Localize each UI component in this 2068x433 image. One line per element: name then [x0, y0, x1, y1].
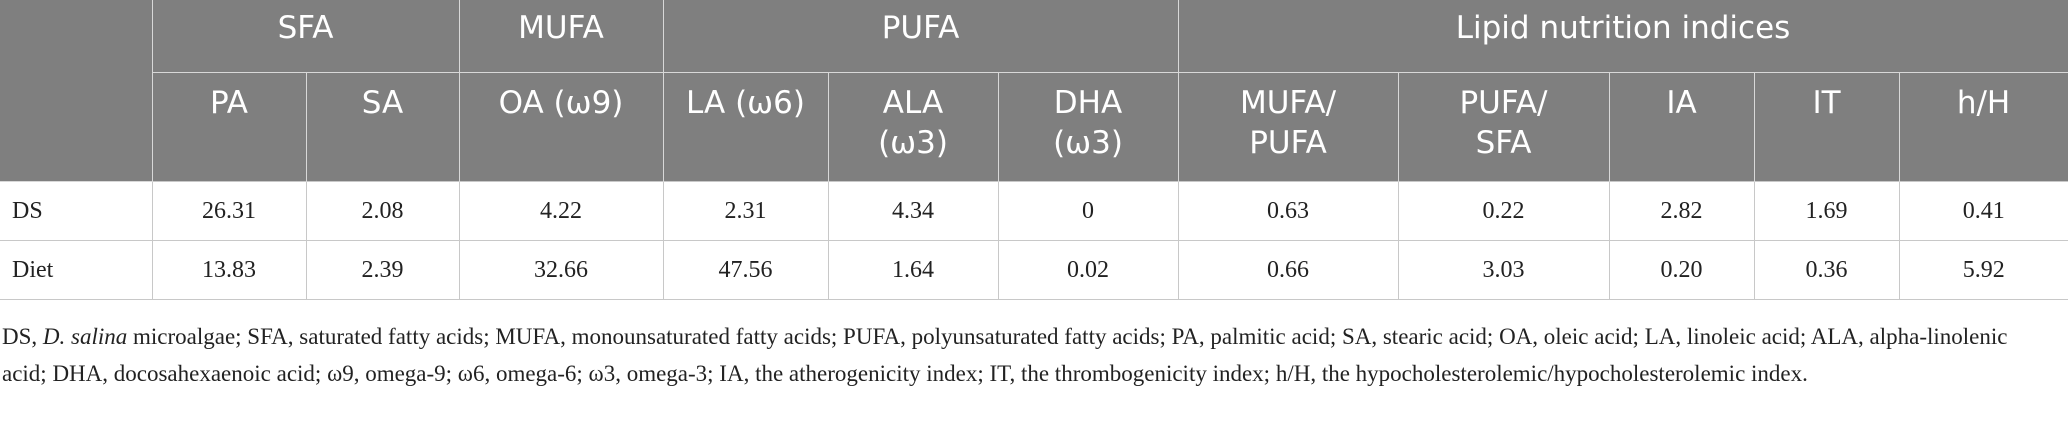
cell: 0	[997, 181, 1179, 241]
column-header: ALA (ω3)	[827, 72, 999, 182]
cell: 4.34	[827, 181, 999, 241]
table-row: DS 26.31 2.08 4.22 2.31 4.34 0 0.63 0.22 2.82 1.69…	[0, 181, 2068, 241]
table-row: Diet 13.83 2.39 32.66 47.56 1.64 0.02 0.66 3.03 0…	[0, 240, 2068, 300]
cell: 2.31	[662, 181, 829, 241]
column-header: OA (ω9)	[458, 72, 664, 182]
footnote-species: D. salina	[42, 324, 128, 349]
cell: 13.83	[151, 240, 307, 300]
group-header: Lipid nutrition indices	[1177, 0, 2068, 73]
cell: 1.64	[827, 240, 999, 300]
column-header-line: PA	[210, 85, 248, 121]
cell: 0.22	[1397, 181, 1610, 241]
data-table: SFA MUFA PUFA Lipid nutrition indices PA SA OA…	[0, 0, 2068, 300]
column-header-line: MUFA/	[1239, 85, 1337, 121]
cell: 0.02	[997, 240, 1179, 300]
corner-header	[0, 0, 153, 182]
cell: 0.41	[1898, 181, 2068, 241]
cell: 2.82	[1608, 181, 1755, 241]
column-header: PA	[152, 72, 307, 182]
cell: 2.39	[305, 240, 460, 300]
column-header: LA (ω6)	[662, 72, 829, 182]
cell: 0.20	[1608, 240, 1755, 300]
column-header-line: PUFA	[1249, 125, 1327, 161]
column-header-line: (ω3)	[878, 125, 948, 161]
column-header-line: SA	[361, 85, 404, 121]
column-header-line: (ω3)	[1053, 125, 1123, 161]
column-header-line: IA	[1666, 85, 1697, 121]
cell: 3.03	[1397, 240, 1610, 300]
column-header-line: IT	[1812, 85, 1841, 121]
column-header: IA	[1608, 72, 1755, 182]
cell: 47.56	[662, 240, 829, 300]
cell: 4.22	[458, 181, 664, 241]
cell: 26.31	[151, 181, 307, 241]
cell: 5.92	[1898, 240, 2068, 300]
row-label: DS	[0, 181, 153, 241]
column-header-line: ALA	[882, 85, 944, 121]
column-header-line: LA (ω6)	[686, 85, 805, 121]
column-header: DHA (ω3)	[997, 72, 1179, 182]
cell: 0.63	[1177, 181, 1399, 241]
column-header: h/H	[1898, 72, 2068, 182]
column-header: SA	[305, 72, 460, 182]
footnote: DS, D. salina microalgae; SFA, saturated…	[2, 318, 2052, 392]
cell: 1.69	[1753, 181, 1900, 241]
cell: 32.66	[458, 240, 664, 300]
footnote-text: DS,	[2, 324, 43, 349]
cell: 2.08	[305, 181, 460, 241]
column-header: IT	[1753, 72, 1900, 182]
column-header-line: SFA	[1475, 125, 1532, 161]
row-label: Diet	[0, 240, 153, 300]
footnote-text: microalgae; SFA, saturated fatty acids; …	[2, 324, 2008, 386]
column-header-line: h/H	[1956, 85, 2011, 121]
group-header: PUFA	[662, 0, 1179, 73]
column-header-line: PUFA/	[1459, 85, 1548, 121]
column-header-line: OA (ω9)	[498, 85, 624, 121]
cell: 0.36	[1753, 240, 1900, 300]
column-header: MUFA/PUFA	[1177, 72, 1399, 182]
group-header: SFA	[151, 0, 460, 73]
column-header-line: DHA	[1053, 85, 1123, 121]
cell: 0.66	[1177, 240, 1399, 300]
group-header: MUFA	[458, 0, 664, 73]
column-header: PUFA/SFA	[1397, 72, 1610, 182]
